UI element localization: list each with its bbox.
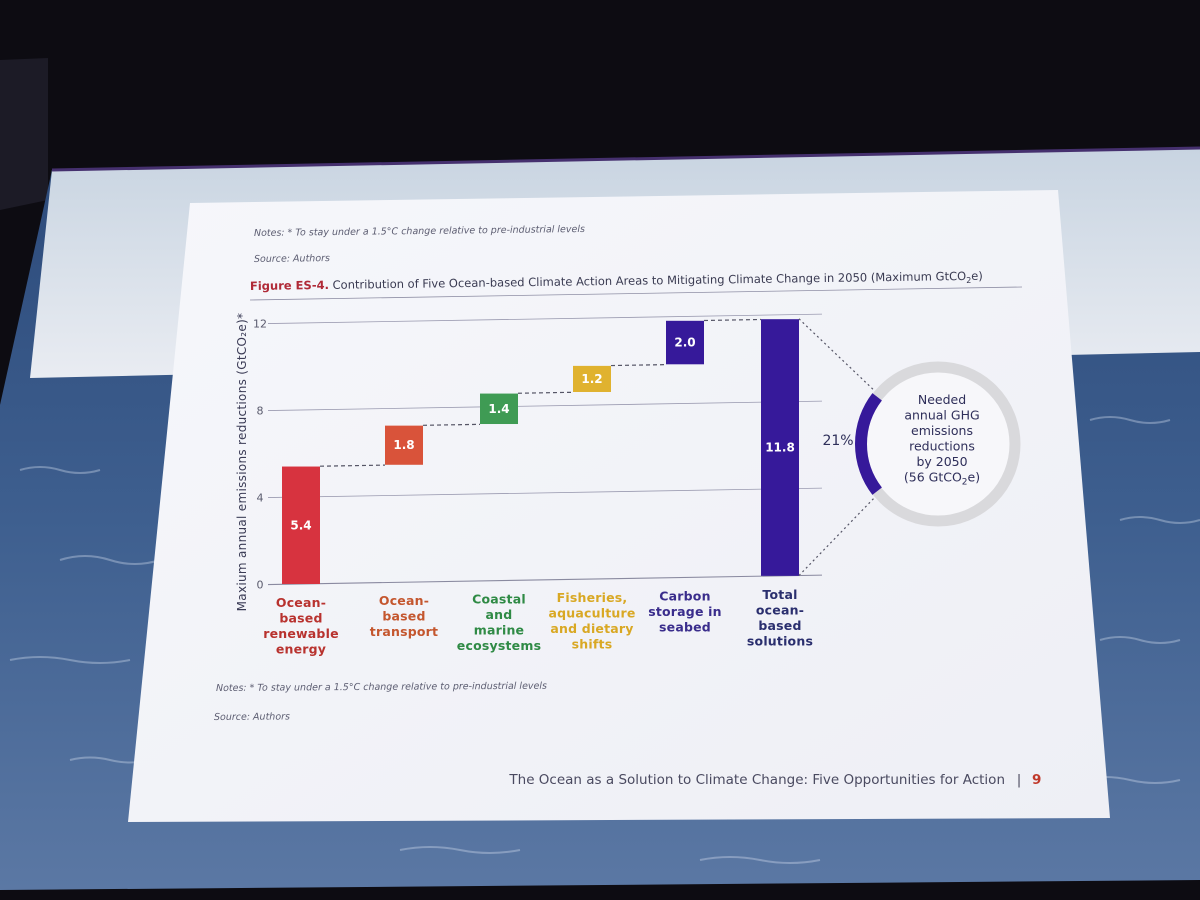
waterfall-chart: 0 4 8 12 Maxium annual emissions reductions… [235,313,1021,657]
category-label: Carbon storage in seabed [648,588,722,634]
connector-line [422,423,481,426]
y-tick-label: 12 [253,318,267,331]
bar-value-label: 1.8 [393,438,414,452]
bar-value-labels: 5.4 1.8 1.4 1.2 2.0 11.8 [290,336,794,533]
callout-text: Needed annual GHG emissions reductions by 20… [904,392,980,488]
bar-value-label: 11.8 [765,441,795,455]
category-label: Fisheries, aquaculture and dietary shifts [548,590,635,652]
connector-line [319,464,386,467]
gridlines [267,313,823,586]
footer-separator: | [1017,772,1022,788]
bar [480,393,518,425]
source-bottom: Source: Authors [214,711,290,723]
gridline [267,487,823,498]
figure-page [128,190,1110,822]
gridline [267,574,823,586]
bars [282,319,799,584]
connector-line [703,318,762,322]
bar [282,466,320,584]
notes-bottom: Notes: * To stay under a 1.5°C change re… [216,681,547,694]
gridline [267,400,823,411]
category-labels: Ocean-based renewable energy Ocean-based tra… [263,587,813,657]
bar [573,365,611,392]
category-label: Total ocean-based solutions [747,587,813,649]
gridline [267,313,823,324]
y-tick-label: 0 [257,579,264,592]
footer-page-number: 9 [1032,772,1041,788]
bar-value-label: 2.0 [674,336,695,350]
callout: 21% Needed annual GHG emissions reductions by… [798,318,1021,576]
y-axis-title: Maxium annual emissions reductions (GtCO… [235,313,249,612]
source-top: Source: Authors [254,253,330,265]
y-axis-ticks: 0 4 8 12 [253,318,267,592]
figure-title-sub: 2 [966,276,971,285]
connector-line [517,391,574,394]
y-tick-label: 4 [257,492,264,505]
bar [385,425,423,465]
callout-pointer-top [798,318,879,395]
notes-top: Notes: * To stay under a 1.5°C change re… [254,224,585,239]
figure-title-end: e) [971,269,983,283]
connectors [319,318,762,467]
bar-value-label: 5.4 [290,518,311,532]
figure-label: Figure ES-4. [250,278,329,293]
category-label: Ocean-based renewable energy [263,595,339,657]
bar-value-label: 1.4 [488,402,509,416]
category-label: Coastal and marine ecosystems [457,592,541,654]
footer-title: The Ocean as a Solution to Climate Chang… [508,772,1005,788]
connector-line [610,364,667,367]
y-tick-label: 8 [257,405,264,418]
category-label: Ocean-based transport [370,593,438,639]
bar [761,319,799,576]
callout-pointer-bottom [798,493,879,576]
bar [666,320,704,365]
callout-ring-fraction [855,393,883,495]
title-rule [249,286,1023,301]
callout-percent: 21% [822,433,853,449]
bar-value-label: 1.2 [581,372,602,386]
